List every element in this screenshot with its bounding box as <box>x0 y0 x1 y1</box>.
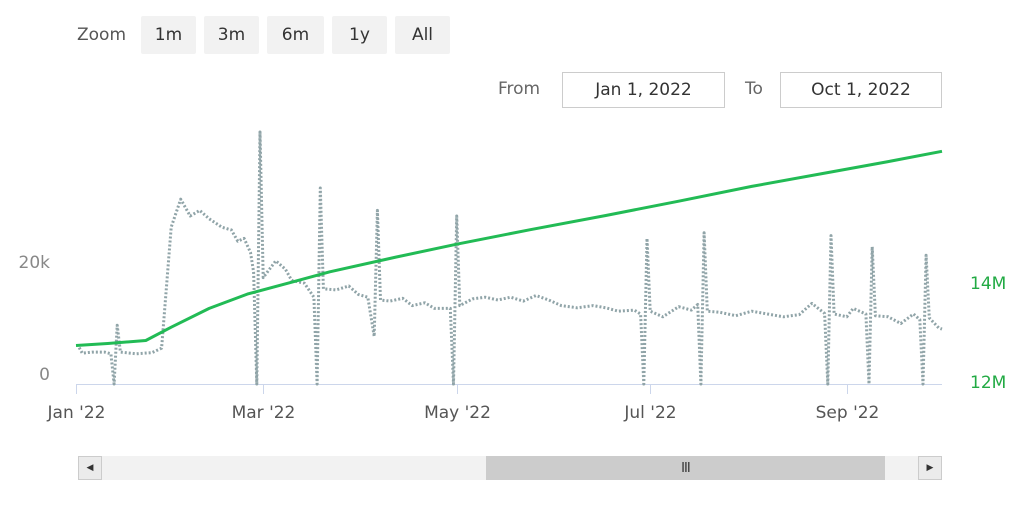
chart: Jan '22 Mar '22 May '22 Jul '22 Sep '22 0 20k 1… <box>19 130 1006 423</box>
to-label: To <box>745 79 763 99</box>
right-axis-label: 12M <box>970 373 1006 393</box>
left-axis-label: 20k <box>19 253 51 273</box>
zoom-6m-button[interactable]: 6m <box>267 16 324 54</box>
scroll-right-button[interactable]: ▶ <box>918 456 942 480</box>
left-axis-label: 0 <box>39 365 50 385</box>
zoom-all-button[interactable]: All <box>395 16 450 54</box>
to-date-input[interactable]: Oct 1, 2022 <box>780 72 942 108</box>
series-line-left-axis <box>77 130 943 386</box>
x-tick-label: Jul '22 <box>623 403 676 423</box>
zoom-1m-button[interactable]: 1m <box>141 16 196 54</box>
arrow-right-icon: ▶ <box>926 463 934 473</box>
from-label: From <box>498 79 541 99</box>
series-line-right-axis <box>75 149 943 347</box>
scrollbar-thumb[interactable]: III <box>485 456 886 480</box>
grip-icon: III <box>681 460 690 476</box>
zoom-label: Zoom <box>77 25 127 45</box>
x-tick-label: Mar '22 <box>232 403 296 423</box>
x-tick-label: Sep '22 <box>816 403 880 423</box>
arrow-left-icon: ◀ <box>86 463 94 473</box>
x-tick-label: Jan '22 <box>47 403 106 423</box>
zoom-1y-button[interactable]: 1y <box>332 16 387 54</box>
x-tick-label: May '22 <box>424 403 491 423</box>
zoom-3m-button[interactable]: 3m <box>204 16 259 54</box>
scroll-left-button[interactable]: ◀ <box>78 456 102 480</box>
right-axis-label: 14M <box>970 274 1006 294</box>
from-date-input[interactable]: Jan 1, 2022 <box>562 72 725 108</box>
